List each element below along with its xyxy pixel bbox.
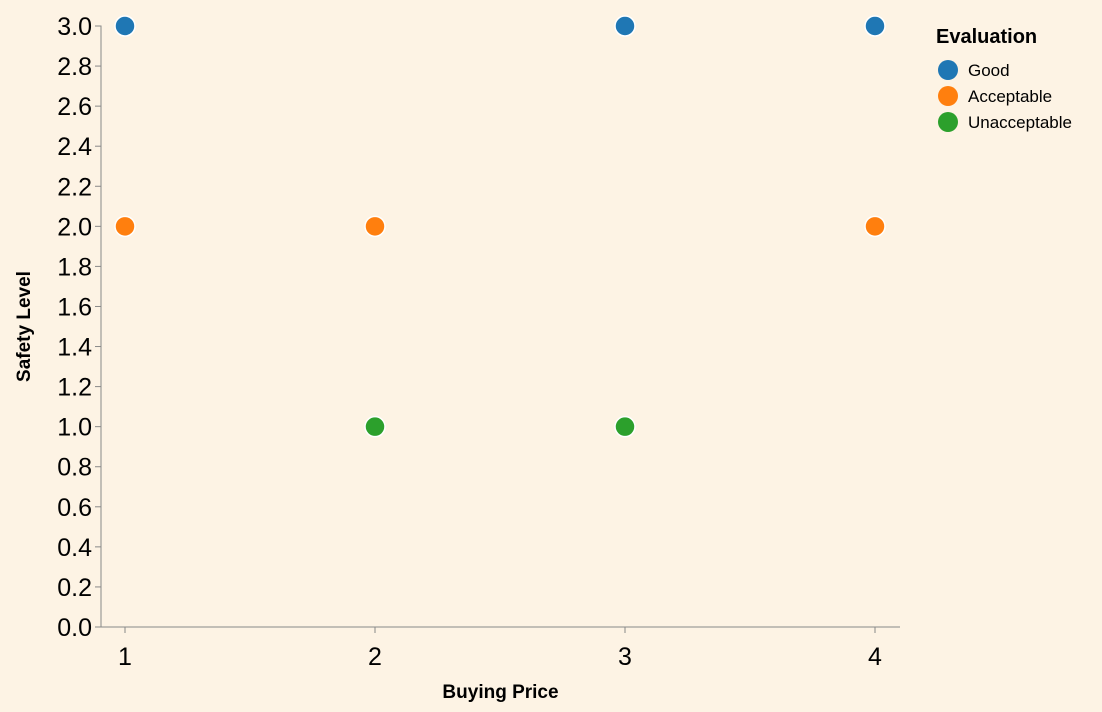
legend-title: Evaluation [936,26,1037,48]
x-tick-label: 2 [368,643,382,671]
y-tick-label: 0.2 [57,574,92,602]
data-point-acceptable [864,215,886,238]
data-point-acceptable [364,215,386,238]
data-point-unacceptable [614,415,636,438]
data-point-good [864,15,886,37]
y-tick-label: 0.8 [57,454,92,482]
x-axis-title: Buying Price [442,682,558,703]
legend-swatch [938,86,958,106]
y-axis: 0.0 0.2 0.4 0.6 0.8 1.0 1.2 1.4 1.6 1.8 2.0 2.2 2.4 2… [57,13,102,642]
y-tick-label: 1.0 [57,414,92,442]
legend-label: Good [968,61,1010,80]
legend-label: Unacceptable [968,113,1072,132]
y-tick-label: 1.4 [57,334,92,362]
x-tick-label: 4 [868,643,882,671]
y-tick-label: 0.0 [57,614,92,642]
y-tick-label: 2.4 [57,133,92,161]
plot-area [114,15,886,438]
x-axis: 1 2 3 4 [101,626,900,671]
x-tick-label: 3 [618,643,632,671]
y-tick-label: 1.2 [57,374,92,402]
legend-swatch [938,112,958,132]
y-tick-label: 2.2 [57,173,92,201]
data-point-unacceptable [364,415,386,438]
legend-swatch [938,60,958,80]
y-tick-label: 2.6 [57,93,92,121]
y-tick-label: 2.8 [57,53,92,81]
y-tick-label: 0.6 [57,494,92,522]
data-point-good [114,15,136,37]
x-tick-label: 1 [118,643,132,671]
y-tick-label: 2.0 [57,213,92,241]
y-tick-label: 3.0 [57,13,92,41]
legend-label: Acceptable [968,87,1052,106]
y-tick-label: 0.4 [57,534,92,562]
y-tick-label: 1.6 [57,293,92,321]
legend: Evaluation Good Acceptable Unacceptable [936,26,1072,132]
y-axis-title: Safety Level [14,271,35,382]
y-tick-label: 1.8 [57,253,92,281]
data-point-acceptable [114,215,136,238]
data-point-good [614,15,636,37]
